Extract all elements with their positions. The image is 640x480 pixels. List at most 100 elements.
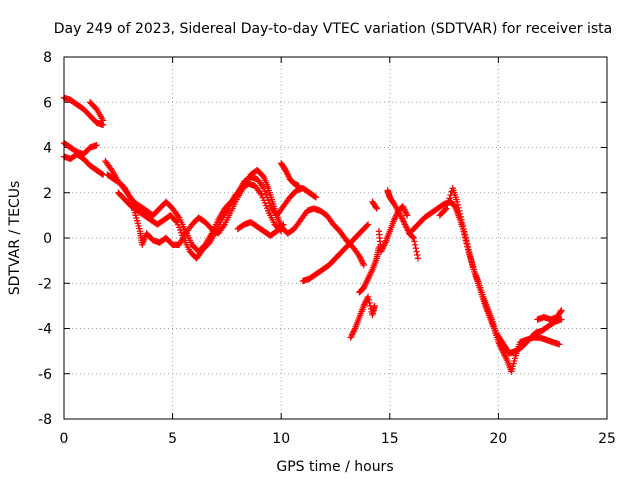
data-point — [501, 352, 509, 359]
data-point — [360, 302, 367, 310]
data-point — [378, 246, 386, 254]
data-point — [363, 222, 371, 229]
data-point — [361, 281, 369, 288]
data-point — [459, 219, 466, 227]
data-point — [283, 168, 290, 175]
data-point — [361, 283, 368, 290]
data-point — [368, 267, 375, 275]
y-tick-label: 6 — [43, 95, 52, 111]
data-point — [413, 248, 420, 255]
data-point — [401, 221, 409, 228]
x-tick-label: 20 — [489, 431, 507, 447]
data-point — [361, 301, 368, 308]
data-point — [402, 209, 409, 216]
data-point — [371, 302, 378, 310]
data-point — [460, 225, 467, 233]
data-point — [403, 224, 410, 231]
data-point — [377, 248, 385, 255]
data-point — [556, 341, 563, 348]
data-point — [454, 201, 462, 209]
data-point — [459, 222, 467, 230]
data-point — [397, 212, 404, 219]
grid — [64, 57, 607, 419]
data-point — [502, 353, 509, 361]
data-point — [283, 169, 291, 177]
data-point — [93, 142, 100, 149]
data-point — [403, 212, 411, 219]
y-tick-label: 4 — [43, 141, 52, 157]
data-point — [400, 218, 407, 225]
data-point — [457, 213, 464, 221]
data-point — [364, 275, 372, 282]
data-point — [409, 233, 416, 240]
data-point — [464, 240, 471, 248]
data-point — [462, 234, 470, 242]
data-point — [372, 204, 380, 211]
data-point — [380, 243, 387, 251]
x-tick-label: 25 — [598, 431, 616, 447]
data-point — [362, 280, 370, 287]
x-tick-label: 10 — [272, 431, 290, 447]
x-tick-label: 5 — [168, 431, 177, 447]
data-point — [259, 183, 266, 190]
data-point — [379, 245, 386, 252]
data-point — [348, 331, 356, 338]
data-point — [312, 194, 320, 201]
data-point — [465, 246, 472, 254]
data-point — [458, 216, 465, 224]
data-point — [399, 203, 407, 210]
data-point — [412, 244, 420, 252]
data-point — [261, 188, 269, 195]
data-point — [364, 293, 372, 301]
data-point — [350, 328, 357, 335]
data-point — [347, 334, 354, 341]
data-point — [367, 271, 374, 278]
x-axis-label: GPS time / hours — [276, 459, 393, 475]
y-tick-label: -8 — [38, 412, 52, 428]
data-point — [410, 234, 417, 242]
data-point — [414, 255, 422, 262]
data-point — [391, 215, 399, 222]
data-point — [348, 332, 355, 340]
y-tick-label: -6 — [38, 367, 52, 383]
y-tick-labels: -8 -6 -4 -2 0 2 4 6 8 — [38, 50, 52, 428]
data-point — [456, 207, 463, 215]
data-point — [257, 190, 264, 197]
data-point — [380, 242, 388, 249]
data-point — [284, 171, 291, 178]
data-point — [285, 172, 292, 180]
data-point — [441, 206, 449, 213]
data-point — [362, 298, 370, 305]
x-tick-label: 15 — [381, 431, 399, 447]
data-point — [365, 274, 373, 281]
data-point — [366, 299, 373, 307]
x-tick-labels: 0 5 10 15 20 25 — [60, 431, 616, 447]
data-point — [295, 182, 302, 190]
data-point — [503, 355, 510, 362]
data-point — [466, 249, 473, 257]
data-point — [455, 204, 462, 212]
data-point — [360, 261, 367, 269]
data-point — [558, 316, 565, 323]
data-point — [260, 185, 268, 192]
data-point — [365, 296, 373, 304]
data-point — [356, 252, 363, 260]
data-point — [172, 217, 180, 225]
data-point — [373, 205, 380, 212]
data-point — [403, 225, 411, 233]
data-point — [359, 258, 366, 266]
data-point — [444, 201, 451, 209]
data-point — [282, 166, 289, 174]
data-point — [366, 272, 373, 279]
data-point — [311, 193, 319, 200]
data-point — [398, 215, 406, 222]
chart-title: Day 249 of 2023, Sidereal Day-to-day VTE… — [54, 21, 612, 37]
data-point — [446, 195, 453, 202]
data-point — [107, 165, 114, 172]
data-point — [500, 350, 508, 358]
data-point — [99, 117, 107, 124]
data-point — [403, 210, 410, 218]
data-point — [456, 210, 464, 218]
data-point — [220, 222, 227, 230]
data-point — [262, 191, 270, 198]
